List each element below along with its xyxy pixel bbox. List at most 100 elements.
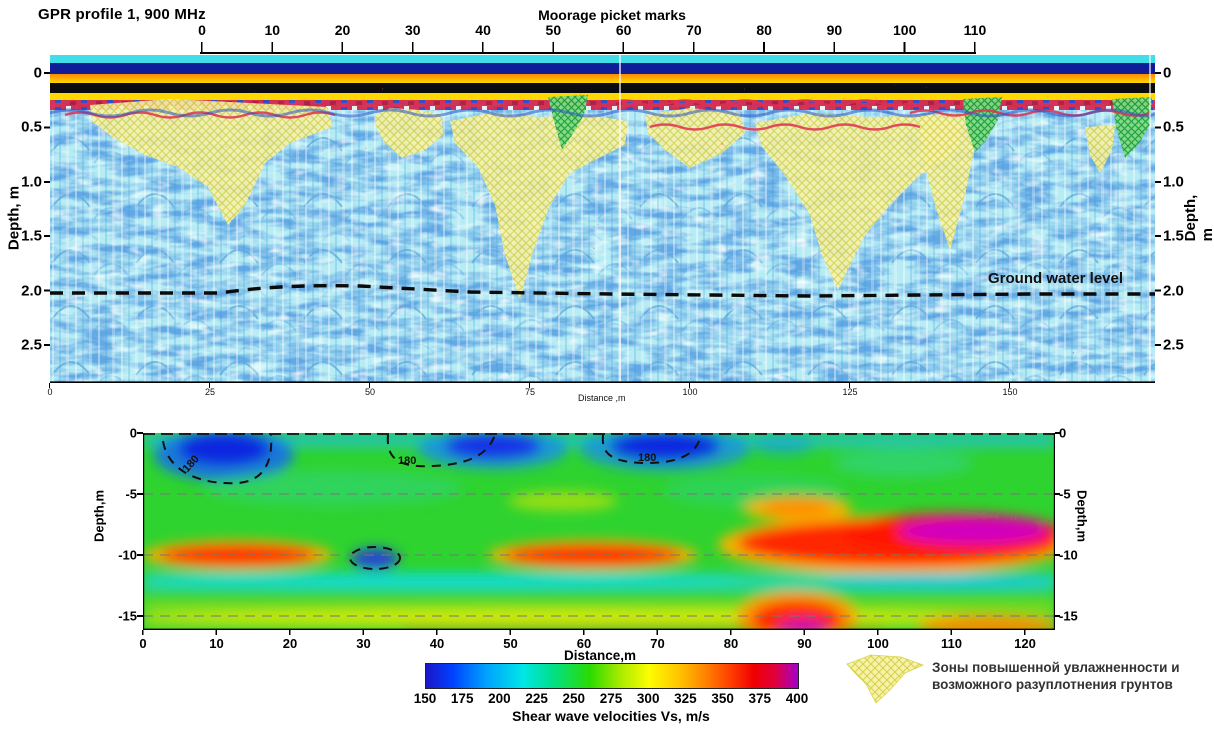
gpr-distance-axis-title: Distance ,m [578,393,626,403]
velocity-depth-axis-title-right: Depth,m [1074,490,1090,542]
groundwater-level-line [50,283,1155,298]
gpr-band-orange [50,74,1155,83]
colorbar-tick-label: 250 [562,691,586,706]
velocity-colorbar [425,663,799,689]
picket-tick-label: 80 [756,22,772,38]
x-tick-label: 100 [867,636,889,651]
velocity-depth-axis-title-left: Depth,m [91,490,107,542]
depth-tick-label: 1.5 [1163,227,1184,245]
depth-tick-label: 0 [33,64,42,82]
contour-label-3: 180 [638,452,657,464]
gpr-red-speckles [50,97,1155,347]
distance-tick-label: 75 [524,387,536,397]
picket-axis-title: Moorage picket marks [538,7,686,23]
legend-line-2: возможного разуплотнения грунтов [932,677,1173,692]
legend-text: Зоны повышенной увлажненности и возможно… [932,659,1180,693]
x-tick-label: 20 [282,636,298,651]
velocity-bottom-line [143,628,1055,630]
x-tick-label: 70 [650,636,665,651]
colorbar-tick-label: 150 [413,691,437,706]
picket-tick-label: 60 [615,22,632,38]
x-tick-label: 0 [139,636,147,651]
velocity-x-axis-title: Distance,m [563,648,637,663]
velocity-left-line [143,433,145,630]
legend-line-1: Зоны повышенной увлажненности и [932,660,1180,675]
picket-tick-label: 10 [264,22,281,38]
x-tick-label: 80 [723,636,739,651]
depth-tick-label: 0.5 [1163,118,1184,136]
colorbar-title: Shear wave velocities Vs, m/s [512,708,710,724]
x-tick-label: 40 [429,636,445,651]
distance-tick-label: 50 [364,387,376,397]
velocity-right-line [1053,433,1055,630]
contour-label-2: 180 [398,455,417,467]
gpr-radargram [50,55,1155,383]
contour-180 [162,434,702,570]
colorbar-tick-label: 200 [488,691,511,706]
depth-tick-label: 2.5 [1163,336,1184,354]
depth-tick-label: 0.5 [21,118,42,136]
depth-tick-label: -10 [118,547,137,563]
depth-tick-label: 0 [129,425,137,441]
picket-axis-line [200,52,976,54]
depth-tick-label: -5 [1059,486,1071,502]
colorbar-tick-label: 225 [525,691,548,706]
velocity-depth-ticks-left [137,432,143,617]
legend-zone-swatch [846,654,925,704]
colorbar-tick-label: 375 [748,691,772,706]
colorbar-tick-label: 300 [636,691,660,706]
x-tick-label: 30 [356,636,371,651]
depth-tick-label: -5 [125,486,137,502]
depth-tick-label: -15 [118,608,137,624]
picket-tick-label: 50 [545,22,562,38]
depth-tick-label: 2.0 [1163,282,1184,300]
colorbar-tick-label: 175 [450,691,474,706]
depth-tick-label: 1.0 [1163,173,1184,191]
depth-tick-label: 0 [1059,425,1067,441]
velocity-depth-ticks-right [1055,432,1060,617]
distance-tick-label: 25 [204,387,216,397]
depth-tick-label: 2.0 [21,282,42,300]
colorbar-tick-label: 400 [785,691,809,706]
x-tick-label: 60 [576,636,592,651]
distance-tick-label: 125 [842,387,858,397]
picket-tick-label: 20 [334,22,351,38]
picket-tick-label: 0 [198,22,206,38]
gpr-depth-axis-title-left: Depth, m [5,185,23,251]
groundwater-level-label: Ground water level [988,270,1124,287]
x-tick-label: 50 [503,636,518,651]
gpr-band-navy [50,63,1155,74]
depth-tick-label: -15 [1059,608,1078,624]
distance-tick-label: 150 [1002,387,1018,397]
gpr-depth-ticks-left [44,72,50,347]
picket-tick-label: 70 [686,22,702,38]
depth-tick-label: 1.5 [21,227,42,245]
x-tick-label: 10 [209,636,224,651]
picket-tick-label: 110 [963,22,987,38]
picket-tick-label: 90 [826,22,843,38]
velocity-field [143,433,1055,630]
x-tick-label: 120 [1014,636,1036,651]
gpr-band-black [50,83,1155,93]
gpr-depth-axis-title-right: Depth, m [1182,194,1214,242]
picket-tick-marks [201,42,977,52]
velocity-section [143,433,1055,630]
figure-title: GPR profile 1, 900 MHz [38,6,206,23]
velocity-x-ticks [142,630,1028,635]
picket-tick-label: 100 [893,22,917,38]
picket-tick-label: 30 [405,22,421,38]
picket-tick-label: 40 [475,22,491,38]
depth-tick-label: -10 [1059,547,1078,563]
x-tick-label: 90 [797,636,812,651]
x-tick-label: 110 [941,636,962,651]
gpr-band-yellow [50,93,1155,100]
colorbar-tick-label: 275 [599,691,623,706]
depth-tick-label: 1.0 [21,173,42,191]
depth-tick-label: 2.5 [21,336,42,354]
blue-reflection-line [50,108,1155,118]
gpr-distance-ticks [49,383,1011,388]
gpr-band-cyan [50,55,1155,63]
colorbar-tick-label: 325 [674,691,697,706]
gpr-bottom-axis-line [50,381,1155,383]
